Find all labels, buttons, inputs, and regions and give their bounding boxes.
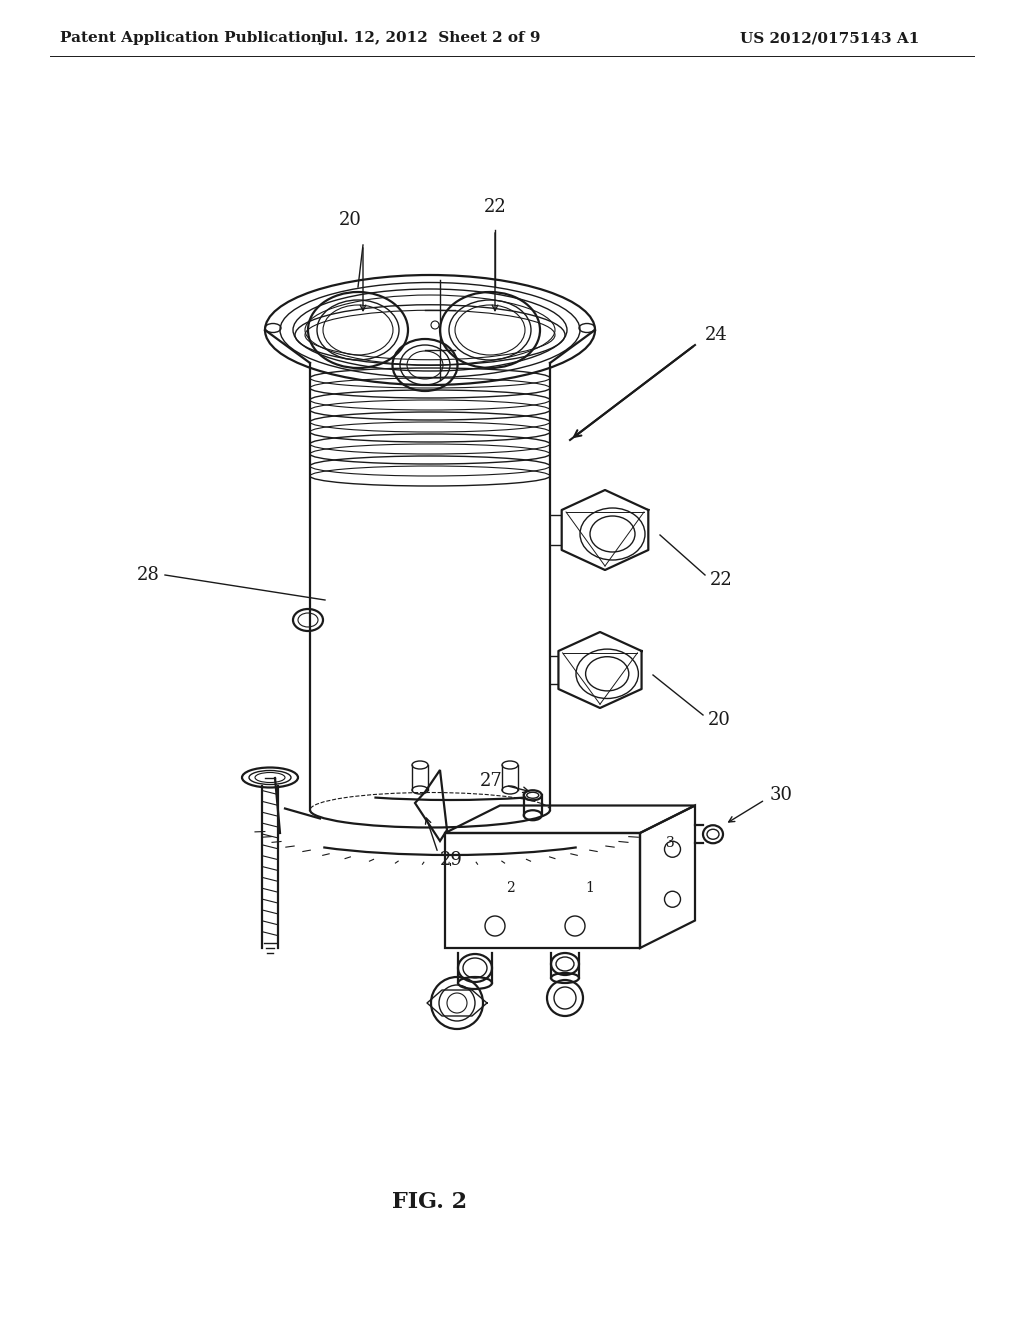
Text: 24: 24	[705, 326, 728, 345]
Text: Patent Application Publication: Patent Application Publication	[60, 30, 322, 45]
Text: Jul. 12, 2012  Sheet 2 of 9: Jul. 12, 2012 Sheet 2 of 9	[319, 30, 541, 45]
Text: 20: 20	[339, 211, 361, 228]
Text: 29: 29	[440, 851, 463, 869]
Text: 22: 22	[483, 198, 507, 216]
Text: 28: 28	[137, 566, 160, 583]
Text: 27: 27	[480, 771, 503, 789]
Text: 22: 22	[710, 572, 733, 589]
Text: 20: 20	[708, 711, 731, 729]
Text: US 2012/0175143 A1: US 2012/0175143 A1	[740, 30, 920, 45]
Text: 30: 30	[770, 785, 793, 804]
Text: FIG. 2: FIG. 2	[392, 1191, 468, 1213]
Text: 1: 1	[586, 880, 595, 895]
Text: 3: 3	[666, 837, 675, 850]
Text: 2: 2	[506, 880, 514, 895]
